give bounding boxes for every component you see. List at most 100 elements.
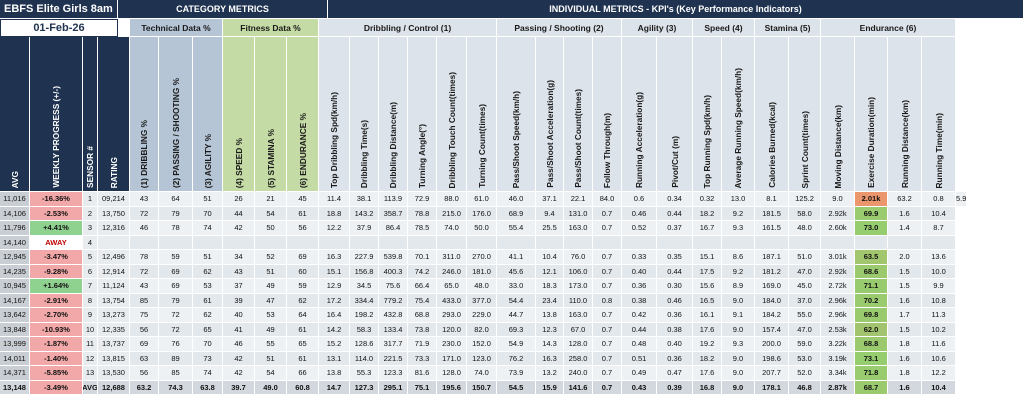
cell-r4-c15[interactable] — [437, 235, 467, 250]
cell-r2-c28[interactable]: 69.9 — [855, 206, 888, 221]
cell-r6-c21[interactable]: 0.40 — [622, 264, 657, 279]
cell-r8-c18[interactable]: 23.4 — [536, 293, 564, 308]
cell-r6-c16[interactable]: 181.0 — [467, 264, 497, 279]
cell-r2-c7[interactable]: 70 — [193, 206, 223, 221]
cell-r8-c26[interactable]: 37.0 — [789, 293, 821, 308]
cell-r6-c20[interactable]: 0.7 — [593, 264, 622, 279]
cell-r10-c13[interactable]: 133.4 — [379, 322, 408, 337]
cell-r10-c19[interactable]: 67.0 — [564, 322, 593, 337]
cell-r5-c22[interactable]: 0.35 — [657, 250, 693, 265]
cell-r4-c28[interactable] — [855, 235, 888, 250]
col-header-dribbling-touch-count-times[interactable]: Dribbling Touch Count(times) — [437, 37, 467, 192]
cell-r8-c12[interactable]: 334.4 — [350, 293, 379, 308]
cell-r6-c24[interactable]: 9.2 — [722, 264, 755, 279]
cell-r14-c25[interactable]: 178.1 — [755, 380, 789, 395]
col-header-turning-angle[interactable]: Turning Angle(°) — [408, 37, 437, 192]
cell-r3-c9[interactable]: 50 — [255, 221, 287, 236]
cell-r3-c21[interactable]: 0.52 — [622, 221, 657, 236]
cell-r2-c21[interactable]: 0.46 — [622, 206, 657, 221]
cell-r10-c15[interactable]: 120.0 — [437, 322, 467, 337]
cell-r9-c1[interactable]: 13,642 — [0, 308, 30, 323]
cell-r13-c4[interactable]: 13,530 — [98, 366, 130, 381]
cell-r11-c3[interactable]: 11 — [83, 337, 98, 352]
cell-r5-c30[interactable]: 13.6 — [922, 250, 956, 265]
cell-r3-c3[interactable]: 3 — [83, 221, 98, 236]
cell-r13-c13[interactable]: 123.3 — [379, 366, 408, 381]
cell-r2-c15[interactable]: 215.0 — [437, 206, 467, 221]
cell-r3-c6[interactable]: 78 — [159, 221, 193, 236]
cell-r4-c24[interactable] — [722, 235, 755, 250]
cell-r2-c8[interactable]: 44 — [223, 206, 255, 221]
cell-r7-c22[interactable]: 0.30 — [657, 279, 693, 294]
cell-r12-c20[interactable]: 0.7 — [593, 351, 622, 366]
cell-r2-c5[interactable]: 72 — [130, 206, 159, 221]
cell-r3-c2[interactable]: +4.41% — [30, 221, 83, 236]
cell-r12-c1[interactable]: 14,011 — [0, 351, 30, 366]
cell-r13-c29[interactable]: 1.8 — [888, 366, 922, 381]
cell-r1-c14[interactable]: 72.9 — [408, 192, 437, 207]
cell-r12-c22[interactable]: 0.36 — [657, 351, 693, 366]
cell-r9-c20[interactable]: 0.7 — [593, 308, 622, 323]
cell-r5-c5[interactable]: 78 — [130, 250, 159, 265]
cell-r7-c13[interactable]: 75.6 — [379, 279, 408, 294]
cell-r2-c23[interactable]: 18.2 — [693, 206, 722, 221]
cell-r10-c29[interactable]: 1.5 — [888, 322, 922, 337]
cell-r1-c16[interactable]: 61.0 — [467, 192, 497, 207]
cell-r9-c15[interactable]: 293.0 — [437, 308, 467, 323]
cell-r10-c18[interactable]: 12.3 — [536, 322, 564, 337]
cell-r11-c22[interactable]: 0.40 — [657, 337, 693, 352]
cell-r7-c20[interactable]: 0.7 — [593, 279, 622, 294]
cell-r11-c17[interactable]: 54.9 — [497, 337, 536, 352]
cell-r12-c5[interactable]: 63 — [130, 351, 159, 366]
cell-r4-c31[interactable] — [956, 235, 957, 250]
col-header-exercise-duration-min[interactable]: Exercise Duration(min) — [855, 37, 888, 192]
cell-r9-c18[interactable]: 13.8 — [536, 308, 564, 323]
cell-r3-c1[interactable]: 11,796 — [0, 221, 30, 236]
cell-r1-c17[interactable]: 46.0 — [497, 192, 536, 207]
cell-r9-c30[interactable]: 11.3 — [922, 308, 956, 323]
cell-r1-c29[interactable]: 63.2 — [888, 192, 922, 207]
cell-r14-c4[interactable]: 12,688 — [98, 380, 130, 395]
cell-r10-c27[interactable]: 2.53k — [821, 322, 855, 337]
cell-r10-c16[interactable]: 82.0 — [467, 322, 497, 337]
cell-r11-c27[interactable]: 3.22k — [821, 337, 855, 352]
cell-r9-c11[interactable]: 16.4 — [319, 308, 350, 323]
cell-r4-c19[interactable] — [564, 235, 593, 250]
cell-r3-c13[interactable]: 86.4 — [379, 221, 408, 236]
cell-r4-c17[interactable] — [497, 235, 536, 250]
col-header-pivot-cut-m[interactable]: Pivot/Cut (m) — [657, 37, 693, 192]
cell-r11-c19[interactable]: 128.0 — [564, 337, 593, 352]
cell-r2-c2[interactable]: -2.53% — [30, 206, 83, 221]
cell-r12-c7[interactable]: 73 — [193, 351, 223, 366]
cell-r8-c11[interactable]: 17.2 — [319, 293, 350, 308]
cell-r13-c9[interactable]: 54 — [255, 366, 287, 381]
cell-r13-c1[interactable]: 14,371 — [0, 366, 30, 381]
cell-r10-c6[interactable]: 72 — [159, 322, 193, 337]
cell-r14-c19[interactable]: 141.6 — [564, 380, 593, 395]
cell-r3-c23[interactable]: 16.7 — [693, 221, 722, 236]
cell-r4-c12[interactable] — [350, 235, 379, 250]
cell-r13-c20[interactable]: 0.7 — [593, 366, 622, 381]
cell-r2-c1[interactable]: 14,106 — [0, 206, 30, 221]
cell-r12-c17[interactable]: 76.2 — [497, 351, 536, 366]
cell-r13-c19[interactable]: 240.0 — [564, 366, 593, 381]
cell-r6-c18[interactable]: 12.1 — [536, 264, 564, 279]
cell-r11-c20[interactable]: 0.7 — [593, 337, 622, 352]
cell-r13-c23[interactable]: 17.6 — [693, 366, 722, 381]
cell-r11-c15[interactable]: 230.0 — [437, 337, 467, 352]
cell-r9-c21[interactable]: 0.42 — [622, 308, 657, 323]
col-header-pass-shoot-speed-km-h[interactable]: Pass/Shoot Speed(km/h) — [497, 37, 536, 192]
col-header-running-distance-km[interactable]: Running Distance(km) — [888, 37, 922, 192]
cell-r8-c19[interactable]: 110.0 — [564, 293, 593, 308]
cell-r9-c12[interactable]: 198.2 — [350, 308, 379, 323]
cell-r8-c29[interactable]: 1.6 — [888, 293, 922, 308]
cell-r1-c3[interactable]: 1 — [83, 192, 98, 207]
cell-r8-c5[interactable]: 85 — [130, 293, 159, 308]
cell-r11-c28[interactable]: 68.8 — [855, 337, 888, 352]
cell-r5-c29[interactable]: 2.0 — [888, 250, 922, 265]
col-header-5-stamina[interactable]: (5) STAMINA % — [255, 37, 287, 192]
cell-r14-c27[interactable]: 2.87k — [821, 380, 855, 395]
cell-r4-c6[interactable] — [159, 235, 193, 250]
cell-r6-c17[interactable]: 45.6 — [497, 264, 536, 279]
cell-r4-c3[interactable]: 4 — [83, 235, 98, 250]
